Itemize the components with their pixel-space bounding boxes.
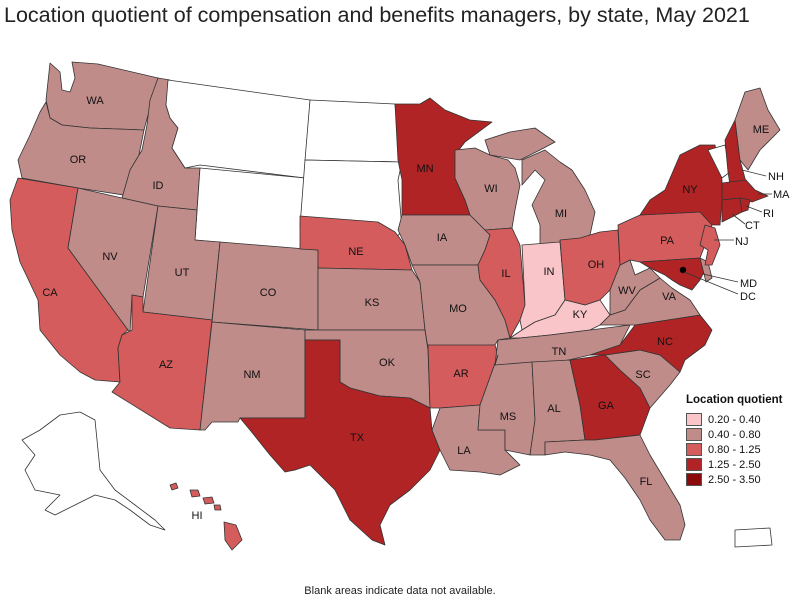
label-NY: NY [682, 184, 698, 196]
state-IL[interactable] [477, 227, 526, 339]
label-HI: HI [192, 510, 203, 522]
label-NM: NM [243, 369, 260, 381]
legend-label: 0.20 - 0.40 [708, 413, 761, 426]
label-MS: MS [500, 411, 517, 423]
label-SC: SC [635, 369, 650, 381]
label-NE: NE [348, 246, 363, 258]
label-TX: TX [350, 432, 365, 444]
label-NJ: NJ [735, 236, 748, 248]
label-MA: MA [773, 189, 790, 201]
label-WI: WI [484, 183, 497, 195]
state-HI[interactable] [169, 482, 243, 551]
legend-title: Location quotient [686, 394, 783, 406]
leader-DC [683, 271, 739, 295]
label-FL: FL [640, 476, 653, 488]
label-MI: MI [555, 208, 567, 220]
label-ME: ME [753, 124, 770, 136]
label-VA: VA [662, 291, 677, 303]
label-IL: IL [501, 268, 510, 280]
state-ND[interactable] [304, 99, 403, 163]
label-GA: GA [598, 400, 615, 412]
state-ME[interactable] [734, 87, 781, 171]
legend-label: 0.80 - 1.25 [708, 443, 761, 456]
legend-item: 0.80 - 1.25 [686, 442, 782, 457]
label-OK: OK [379, 357, 396, 369]
label-KY: KY [573, 309, 588, 321]
label-CO: CO [260, 287, 277, 299]
state-RI[interactable] [739, 197, 751, 213]
state-NY[interactable] [639, 144, 723, 226]
label-TN: TN [552, 346, 567, 358]
label-NC: NC [657, 336, 673, 348]
label-ID: ID [153, 180, 164, 192]
state-MI[interactable] [521, 149, 596, 246]
label-IA: IA [437, 232, 448, 244]
label-RI: RI [763, 208, 774, 220]
legend-swatch [686, 428, 702, 441]
map-title: Location quotient of compensation and be… [4, 3, 750, 27]
state-CT[interactable] [721, 197, 743, 223]
legend-label: 0.40 - 0.80 [708, 428, 761, 441]
state-AK[interactable] [21, 411, 166, 531]
label-AL: AL [547, 403, 560, 415]
state-PR[interactable] [734, 527, 773, 548]
label-KS: KS [365, 297, 380, 309]
label-CT: CT [745, 220, 760, 232]
label-MN: MN [416, 163, 433, 175]
label-UT: UT [175, 267, 190, 279]
footnote: Blank areas indicate data not available. [304, 585, 496, 597]
label-WA: WA [86, 95, 104, 107]
state-MT[interactable] [165, 79, 311, 179]
state-TX[interactable] [239, 339, 441, 546]
state-NJ[interactable] [699, 224, 721, 266]
legend: Location quotient 0.20 - 0.40 0.40 - 0.8… [686, 394, 782, 487]
label-WV: WV [618, 285, 636, 297]
label-MO: MO [449, 303, 467, 315]
dc-marker [679, 266, 687, 274]
label-OR: OR [70, 154, 87, 166]
legend-label: 1.25 - 2.50 [708, 458, 761, 471]
legend-item: 0.20 - 0.40 [686, 412, 782, 427]
label-IN: IN [544, 266, 555, 278]
legend-swatch [686, 413, 702, 426]
label-CA: CA [42, 287, 58, 299]
leader-RI [745, 205, 763, 213]
label-NV: NV [102, 251, 118, 263]
label-LA: LA [457, 445, 471, 457]
label-DC: DC [740, 291, 756, 303]
state-MI-UP[interactable] [484, 127, 556, 161]
legend-swatch [686, 458, 702, 471]
legend-swatch [686, 473, 702, 486]
label-OH: OH [588, 259, 605, 271]
label-AR: AR [453, 368, 468, 380]
legend-swatch [686, 443, 702, 456]
label-PA: PA [660, 235, 675, 247]
legend-item: 1.25 - 2.50 [686, 457, 782, 472]
label-AZ: AZ [159, 359, 173, 371]
leader-NH [741, 169, 767, 177]
leader-MD [702, 273, 739, 283]
label-MD: MD [740, 278, 757, 290]
label-NH: NH [768, 171, 784, 183]
legend-label: 2.50 - 3.50 [708, 473, 761, 486]
leader-CT [731, 213, 746, 225]
state-FL[interactable] [544, 434, 686, 541]
state-WY[interactable] [194, 167, 306, 251]
legend-item: 0.40 - 0.80 [686, 427, 782, 442]
state-NC[interactable] [589, 314, 713, 373]
legend-item: 2.50 - 3.50 [686, 472, 782, 487]
